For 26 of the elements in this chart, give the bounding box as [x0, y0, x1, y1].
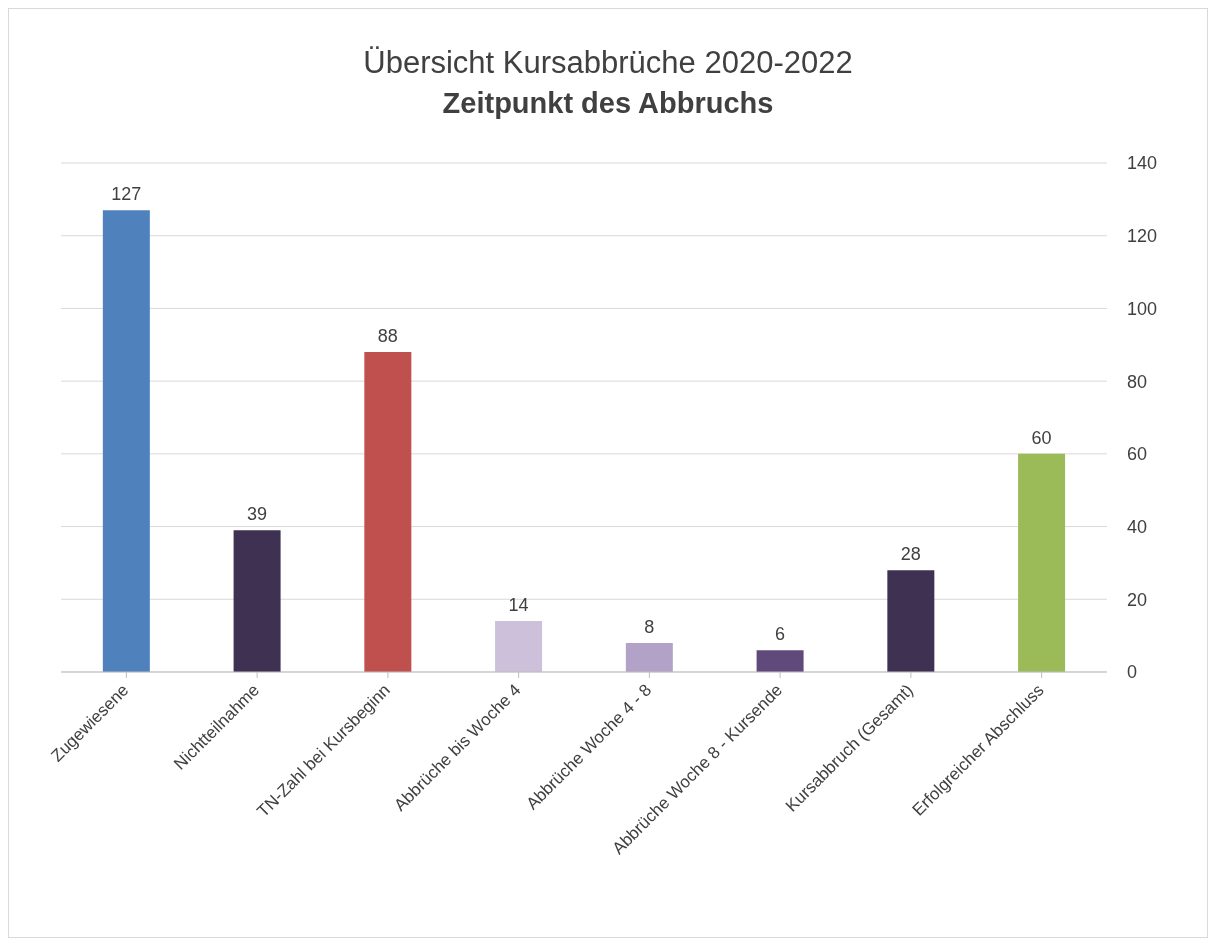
bar	[887, 570, 935, 672]
data-label: 14	[508, 595, 529, 616]
y-tick-label: 40	[1127, 516, 1148, 537]
bar	[233, 530, 281, 672]
data-label: 127	[111, 184, 142, 205]
data-label: 88	[377, 326, 398, 347]
bar	[102, 210, 150, 672]
y-tick-label: 20	[1127, 589, 1148, 610]
chart-title: Übersicht Kursabbrüche 2020-2022	[362, 45, 854, 81]
bar	[1018, 453, 1066, 672]
data-label: 60	[1031, 427, 1052, 448]
data-label: 6	[775, 624, 786, 645]
y-tick-label: 100	[1127, 298, 1158, 319]
bar	[495, 621, 543, 672]
data-label: 28	[900, 544, 921, 565]
bar	[756, 650, 804, 672]
chart-subtitle: Zeitpunkt des Abbruchs	[441, 87, 775, 120]
y-tick-label: 120	[1127, 226, 1158, 247]
bar	[625, 642, 673, 672]
data-label: 8	[644, 616, 655, 637]
y-tick-label: 60	[1127, 444, 1148, 465]
y-tick-label: 0	[1127, 662, 1138, 683]
y-tick-label: 80	[1127, 371, 1148, 392]
y-tick-label: 140	[1127, 153, 1158, 174]
bar	[364, 352, 412, 672]
data-label: 39	[247, 504, 268, 525]
